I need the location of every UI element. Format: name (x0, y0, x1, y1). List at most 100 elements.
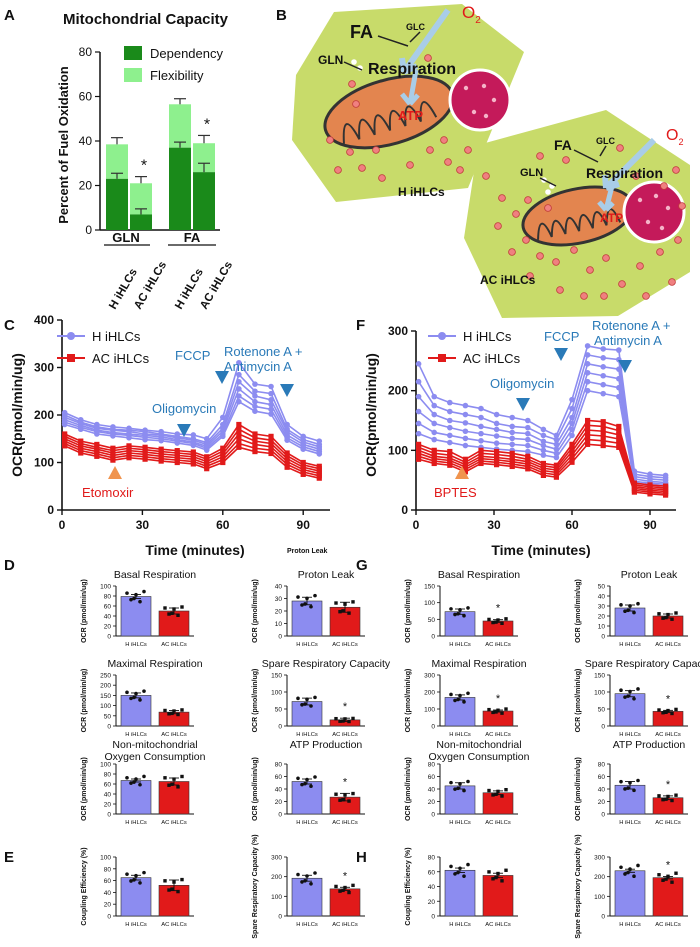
panel-d-chart-0-ytick-label: 60 (104, 604, 112, 611)
panel-f-ac-series-point (569, 448, 575, 455)
panel-f-xtick-label: 60 (565, 518, 579, 532)
panel-d-chart-0-ytick-label: 80 (104, 594, 112, 601)
panel-d-chart-0-data-point (167, 612, 171, 616)
panel-c-seahorse-etomoxir: 0 100 200 300 400 0 30 60 90 OCR(pmol/min/ug) Ti… (9, 313, 330, 558)
panel-f-h-series-point (509, 414, 515, 421)
panel-e-chart-0: Coupling Efficiency (%) 0 20 40 60 80 100 H iHL… (81, 847, 194, 928)
panel-h-chart-0-bar-0 (444, 869, 476, 917)
panel-g-chart-1-data-point (666, 612, 670, 617)
lipid-droplet (602, 254, 610, 262)
lipid-droplet (456, 166, 464, 174)
panel-d-chart-5-cat-label-0: H iHLCs (296, 820, 318, 826)
panel-f-ac-series-point (616, 436, 622, 442)
panel-g-chart-5-data-point (619, 779, 623, 784)
panel-e-chart-0-data-point (176, 889, 180, 894)
panel-d-chart-2-ytick-label: 0 (107, 724, 111, 731)
panel-c-h-series-point (300, 446, 307, 453)
bar-dependency (106, 178, 128, 230)
legend-label-h: H iHLCs (92, 329, 141, 344)
panel-c-h-series-point (268, 383, 274, 390)
panel-d-chart-3-cat-label-1: AC iHLCs (332, 732, 358, 738)
panel-d-chart-1-bar-0 (291, 600, 323, 637)
panel-f-h-series-point (478, 423, 484, 430)
panel-g-chart-1: Proton Leak OCR (pmol/min/ug) 0 10 20 30 40 50 H… (575, 569, 688, 648)
panel-f-h-series-point (447, 399, 453, 406)
panel-d-chart-3-data-point (334, 716, 338, 721)
panel-g-chart-3-cat-label-1: AC iHLCs (655, 732, 681, 738)
marker-fccp (215, 371, 229, 384)
nucleus-speck (659, 225, 665, 231)
panel-d-chart-5-data-point (351, 791, 355, 796)
panel-d-chart-0-data-point (172, 607, 176, 611)
panel-d-chart-2-ytick-label: 200 (100, 683, 111, 690)
panel-g-chart-0-cat-label-1: AC iHLCs (485, 642, 511, 648)
panel-f-ac-series-point (616, 423, 622, 430)
panel-d-chart-4-data-point (176, 785, 180, 789)
marker-fccp (554, 348, 568, 361)
panel-c-ac-series-point (252, 435, 258, 441)
panel-d-chart-1-data-point (313, 593, 317, 598)
nucleus-speck (491, 97, 497, 103)
panel-d-chart-0-data-point (163, 606, 167, 610)
panel-d-chart-5-data-point (309, 784, 313, 789)
panel-g-chart-1-data-point (657, 612, 661, 616)
panel-f-h-series-point (584, 387, 591, 394)
panel-c-h-series-point (142, 436, 148, 443)
legend-label-flexibility: Flexibility (150, 68, 204, 83)
panel-f-ac-series-point (600, 442, 606, 449)
panel-f-h-series-point (478, 437, 484, 444)
lipid-droplet (674, 236, 682, 244)
panel-d-chart-4-data-point (129, 781, 133, 785)
panel-c-legend: H iHLCs AC iHLCs (57, 329, 150, 366)
panel-f-h-series-point (431, 420, 438, 427)
panel-f-h-series-point (462, 435, 469, 442)
cat-label-gln-ac: AC iHLCs (132, 260, 169, 312)
panel-f-ac-series-point (569, 459, 575, 465)
panel-f-ac-series-point (447, 452, 453, 458)
lipid-droplet (482, 172, 490, 180)
panel-g-chart-5-cat-label-0: H iHLCs (619, 820, 641, 826)
bar-dependency (169, 147, 191, 230)
panel-g-chart-3-data-point (657, 708, 661, 712)
panel-g-chart-4-ytick-label: 0 (431, 812, 435, 819)
panel-d-chart-0-ytick-label: 20 (104, 624, 112, 631)
panel-c-ac-series-point (284, 456, 290, 462)
panel-g-chart-5-data-point (628, 781, 632, 785)
bar-dependency (130, 214, 152, 230)
panel-d-chart-1-data-point (296, 595, 300, 599)
panel-c-ac-series-point (94, 441, 100, 448)
panel-f-ac-series-point (616, 444, 622, 450)
label-rotenone: Rotenone A + (592, 318, 670, 333)
panel-g-chart-3-data-point (636, 687, 640, 691)
panel-f-h-series-point (431, 393, 438, 400)
panel-g-chart-2-ytick-label: 100 (424, 707, 435, 714)
lipid-droplet (444, 158, 452, 166)
panel-e-chart-0-data-point (170, 887, 174, 891)
panel-c-h-series-point (174, 440, 181, 446)
panel-d-chart-1-data-point (338, 609, 342, 614)
panel-g-chart-4-ytick-label: 80 (428, 762, 436, 769)
panel-g-chart-4-data-point (449, 780, 453, 785)
panel-a-ytick-label: 60 (79, 90, 93, 104)
panel-d-chart-4-bar-0 (120, 780, 152, 815)
panel-g-chart-2-data-point (496, 708, 500, 712)
h-cell-label: H iHLCs (398, 185, 445, 199)
panel-d-chart-0-data-point (170, 611, 174, 615)
panel-f-h-series-point (616, 366, 622, 372)
panel-e-chart-1-data-point (303, 878, 307, 883)
panel-g-chart-4-data-point (504, 787, 508, 792)
panel-d-chart-2-data-point (129, 696, 133, 701)
panel-g-chart-0-data-point (496, 618, 500, 622)
panel-g-chart-4-ytick-label: 20 (428, 799, 436, 806)
panel-f-h-series-point (553, 454, 560, 461)
nucleus-speck (645, 219, 651, 225)
panel-g-chart-1-data-point (670, 617, 674, 621)
panel-g-chart-2-ylabel: OCR (pmol/min/ug) (405, 669, 412, 733)
panel-f-h-series-point (447, 424, 453, 431)
panel-d-chart-4-ytick-label: 80 (104, 772, 112, 779)
panel-g-chart-4-bar-1 (482, 792, 514, 815)
panel-e-chart-1-ytick-label: 200 (271, 874, 282, 881)
panel-h-chart-1-data-point (636, 863, 640, 868)
panel-g-chart-4-bar-0 (444, 785, 476, 815)
